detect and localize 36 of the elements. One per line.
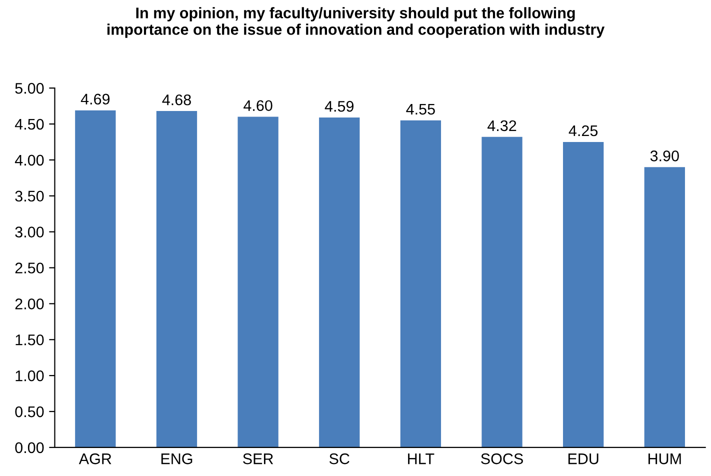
x-tick-label: HUM <box>648 454 681 464</box>
x-tick-label: SOCS <box>481 453 523 464</box>
y-tick-label: 5.00 <box>15 82 44 94</box>
data-label: 4.69 <box>80 94 110 105</box>
y-tick-label: 2.00 <box>15 298 44 310</box>
bar <box>156 111 198 448</box>
bar <box>400 120 442 448</box>
y-tick-label: 4.00 <box>14 154 44 166</box>
y-tick-label: 1.50 <box>16 334 44 346</box>
y-tick-label: 0.50 <box>15 406 44 418</box>
data-label: 4.68 <box>162 94 191 106</box>
y-tick-label: 3.00 <box>15 226 44 238</box>
y-tick-label: 4.50 <box>14 118 44 130</box>
y-tick-label: 2.50 <box>15 262 44 274</box>
bar <box>238 116 278 448</box>
x-tick-label: ENG <box>161 453 192 464</box>
x-tick-label: HLT <box>408 454 434 464</box>
data-label: 4.25 <box>568 125 598 136</box>
bar <box>644 167 685 448</box>
y-tick-label: 1.00 <box>16 370 44 382</box>
data-label: 4.59 <box>324 100 354 112</box>
bar <box>319 118 360 448</box>
bar <box>75 110 116 448</box>
x-tick-label: SC <box>329 453 350 464</box>
x-tick-label: AGR <box>78 453 112 464</box>
x-tick-label: EDU <box>568 454 598 464</box>
bar <box>563 142 604 448</box>
y-tick-label: 3.50 <box>15 190 44 202</box>
data-label: 4.32 <box>487 120 516 132</box>
x-tick-label: SER <box>243 453 274 464</box>
data-label: 4.60 <box>244 100 272 112</box>
chart-title: In my opinion, my faculty/university should put the following importance on the issue of innovation and cooperation with industry <box>107 7 605 38</box>
y-tick-label: 0.00 <box>15 442 44 454</box>
data-label: 4.55 <box>406 104 435 115</box>
bar <box>482 136 522 448</box>
data-label: 3.90 <box>650 150 679 162</box>
